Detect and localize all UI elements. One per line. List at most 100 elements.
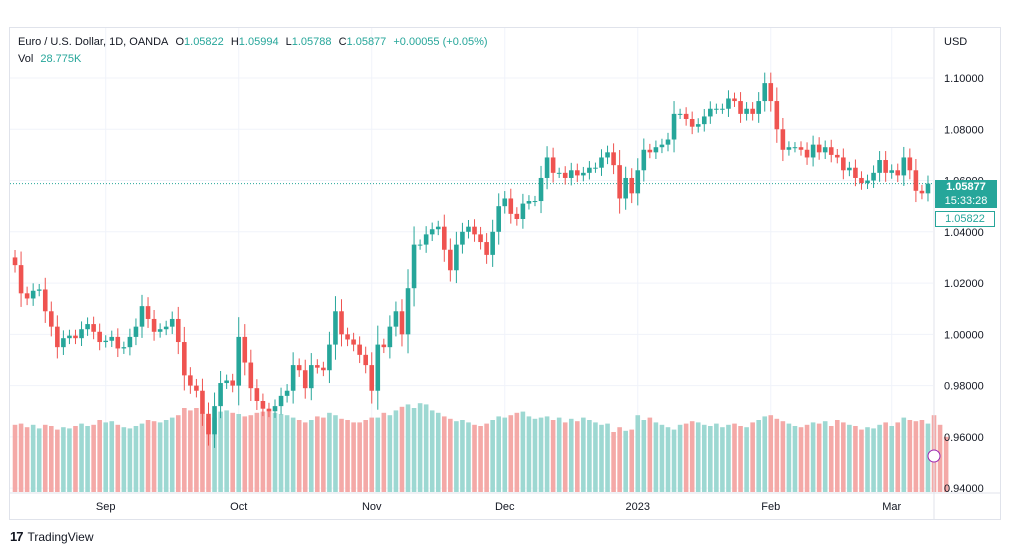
candle-body [327, 344, 332, 371]
candle-body [357, 344, 362, 355]
volume-bar [381, 412, 387, 492]
open-price-marker: 1.05822 [935, 211, 995, 227]
candle-body [454, 244, 459, 271]
candle-body [605, 152, 610, 158]
volume-bar [877, 424, 882, 492]
volume-bar [127, 428, 133, 492]
volume-bar [828, 426, 834, 492]
volume-bar [853, 426, 858, 492]
candle-body [562, 172, 568, 178]
volume-bar [18, 423, 24, 492]
candle-body [85, 324, 90, 330]
candle-body [635, 170, 641, 194]
volume-label[interactable]: Vol [18, 53, 34, 65]
bar-countdown: 15:33:28 [935, 194, 997, 208]
candle-body [762, 83, 768, 102]
candle-body [744, 108, 749, 114]
x-tick-label: Mar [882, 501, 901, 513]
candle-body [623, 177, 628, 199]
volume-bar [659, 424, 665, 492]
volume-bar [339, 418, 344, 492]
candle-body [127, 336, 133, 348]
volume-bar [133, 426, 139, 492]
candle-body [97, 331, 102, 343]
candle-body [508, 198, 514, 214]
candle-body [441, 226, 447, 250]
x-tick-label: Dec [495, 501, 515, 513]
candle-body [556, 172, 562, 174]
candle-body [248, 362, 254, 389]
volume-bar [151, 421, 157, 492]
volume-bar [296, 420, 302, 492]
volume-bar [768, 415, 774, 492]
volume-bar [429, 410, 435, 492]
volume-bar [24, 427, 30, 492]
candle-body [42, 289, 48, 312]
volume-bar [671, 429, 677, 492]
volume-bar [556, 417, 562, 492]
volume-bar [538, 417, 544, 492]
candle-body [381, 344, 387, 348]
low-value: L1.05788 [285, 36, 332, 48]
volume-bar [42, 424, 48, 492]
volume-bar [387, 415, 393, 492]
candle-body [859, 177, 864, 184]
chart-frame[interactable] [9, 27, 1001, 520]
volume-bar [61, 427, 66, 492]
volume-bar [943, 436, 949, 492]
candle-body [333, 311, 338, 345]
volume-bar [290, 417, 296, 492]
volume-bar [194, 408, 199, 492]
volume-bar [79, 423, 84, 492]
candle-body [411, 244, 417, 289]
candle-body [460, 231, 465, 245]
candle-body [121, 347, 127, 349]
alert-marker-icon [927, 449, 941, 463]
candle-body [593, 167, 598, 169]
candle-body [544, 157, 550, 178]
volume-bar [865, 427, 870, 492]
candle-body [212, 406, 217, 435]
volume-bar [901, 417, 907, 492]
symbol-title[interactable]: Euro / U.S. Dollar, 1D, OANDA [18, 36, 169, 48]
candle-body [520, 203, 526, 219]
volume-bar [913, 421, 919, 492]
candle-body [683, 113, 689, 120]
candle-body [822, 147, 828, 153]
candle-body [169, 318, 175, 327]
volume-bar [218, 411, 223, 492]
volume-bar [484, 423, 489, 492]
volume-bar [496, 416, 502, 492]
volume-bar [847, 424, 852, 492]
candle-body [841, 157, 846, 171]
candle-body [738, 101, 743, 114]
y-tick-label: 1.10000 [944, 73, 984, 85]
candle-body [224, 380, 229, 384]
volume-bar [369, 417, 375, 492]
volume-bar [393, 410, 399, 492]
candle-body [871, 172, 876, 181]
candle-body [266, 408, 272, 412]
candle-body [774, 101, 780, 130]
volume-bar [756, 420, 761, 492]
volume-bar [478, 426, 483, 492]
volume-bar [12, 424, 18, 492]
volume-bar [720, 427, 725, 492]
volume-bar [883, 422, 888, 492]
volume-bar [30, 424, 36, 492]
volume-bar [786, 423, 792, 492]
volume-bar [490, 420, 495, 492]
last-price-badge: 1.05877 [935, 180, 997, 194]
volume-bar [871, 428, 876, 492]
brand-name[interactable]: TradingView [27, 529, 94, 544]
candle-body [254, 388, 260, 401]
candle-body [496, 206, 502, 232]
volume-bar [762, 416, 768, 492]
volume-bar [224, 410, 229, 492]
volume-bar [315, 416, 320, 492]
volume-bar [581, 417, 586, 492]
volume-bar [327, 412, 332, 492]
volume-bar [798, 427, 804, 492]
tradingview-logo-icon[interactable]: 17 [10, 529, 24, 544]
